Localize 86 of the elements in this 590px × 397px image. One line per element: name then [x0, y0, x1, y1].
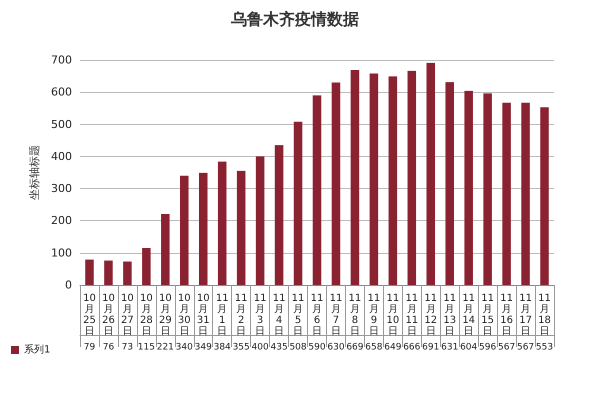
y-tick-label: 200	[51, 214, 72, 228]
x-tick-label: 10月30日	[178, 293, 191, 337]
data-label: 115	[138, 342, 155, 352]
data-label: 553	[536, 342, 554, 352]
legend-label: 系列1	[24, 344, 50, 356]
x-tick-label: 11月15日	[481, 293, 494, 337]
data-label: 400	[252, 342, 269, 352]
bar	[198, 172, 208, 285]
data-label: 596	[479, 342, 496, 352]
bar	[388, 76, 398, 285]
data-label: 508	[289, 342, 307, 352]
bar	[85, 260, 94, 285]
data-label: 630	[327, 342, 345, 352]
x-tick-label: 11月17日	[519, 293, 532, 337]
bar	[350, 70, 360, 285]
y-axis-title: 坐标轴标题	[28, 145, 41, 200]
bar	[236, 170, 246, 285]
x-tick-label: 10月25日	[83, 293, 96, 337]
data-label: 76	[102, 342, 114, 352]
y-tick-label: 500	[51, 118, 72, 131]
y-tick-label: 300	[51, 182, 72, 196]
data-label: 567	[516, 342, 534, 352]
bar	[502, 102, 511, 285]
bar	[274, 145, 284, 285]
x-tick-label: 11月7日	[330, 293, 342, 337]
bar	[332, 82, 340, 285]
x-tick-label: 11月11日	[405, 293, 418, 337]
data-label: 355	[232, 342, 250, 352]
bar	[483, 93, 492, 285]
x-tick-label: 11月4日	[272, 293, 286, 337]
x-tick-label: 10月31日	[196, 293, 210, 337]
data-label: 73	[122, 342, 134, 352]
bar	[312, 95, 322, 285]
x-tick-label: 10月29日	[158, 293, 172, 337]
bar	[256, 156, 264, 285]
x-tick-label: 11月6日	[310, 293, 324, 337]
bar	[218, 162, 226, 285]
x-tick-label: 11月13日	[443, 293, 456, 337]
bar	[426, 62, 436, 285]
x-tick-label: 11月18日	[538, 293, 551, 337]
data-label: 669	[346, 342, 364, 352]
data-label: 567	[498, 342, 516, 352]
x-tick-label: 11月12日	[424, 293, 438, 337]
bar	[408, 70, 416, 285]
data-label: 349	[194, 342, 212, 352]
data-label: 691	[422, 342, 440, 352]
data-label: 604	[460, 342, 478, 352]
data-label: 435	[270, 342, 288, 352]
bar	[540, 107, 549, 285]
data-label: 649	[384, 342, 402, 352]
data-label: 221	[156, 342, 174, 352]
x-tick-label: 11月9日	[368, 293, 380, 337]
x-tick-label: 11月1日	[216, 293, 229, 337]
x-tick-label: 11月8日	[348, 293, 362, 337]
bar	[123, 262, 132, 285]
data-label: 658	[365, 342, 383, 352]
data-label: 340	[176, 342, 194, 352]
bar	[370, 74, 378, 285]
bar	[142, 248, 151, 285]
data-label: 590	[308, 342, 326, 352]
bar	[521, 102, 530, 285]
x-tick-label: 11月16日	[500, 293, 513, 337]
x-tick-label: 11月2日	[234, 293, 248, 337]
y-tick-label: 100	[51, 246, 72, 260]
x-tick-label: 10月26日	[102, 293, 115, 337]
x-tick-label: 11月10日	[386, 293, 400, 337]
x-tick-label: 11月3日	[254, 293, 266, 337]
data-label: 666	[403, 342, 421, 352]
y-tick-label: 0	[65, 278, 72, 292]
y-tick-label: 600	[51, 86, 72, 99]
x-tick-label: 11月14日	[462, 293, 476, 337]
data-label: 631	[441, 342, 458, 352]
bar	[464, 90, 473, 285]
y-tick-label: 400	[51, 150, 72, 163]
data-label: 384	[214, 342, 232, 352]
x-tick-label: 10月28日	[140, 293, 153, 337]
bar	[161, 214, 170, 285]
bar	[445, 82, 454, 285]
bar	[180, 176, 189, 285]
x-tick-label: 10月27日	[121, 293, 134, 337]
bar	[104, 260, 113, 285]
x-tick-label: 11月5日	[292, 293, 304, 337]
y-tick-label: 700	[51, 54, 72, 66]
data-label: 79	[84, 342, 96, 352]
bar	[294, 122, 302, 285]
chart-title: 乌鲁木齐疫情数据	[230, 10, 359, 28]
